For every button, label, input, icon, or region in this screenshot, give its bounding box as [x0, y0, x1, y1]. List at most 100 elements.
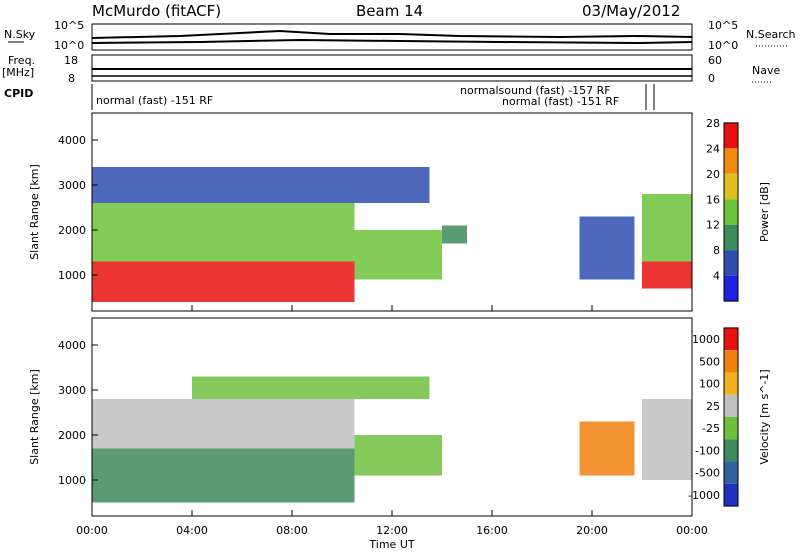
nsky-tick-low: 10^0	[54, 39, 84, 52]
vel-colorbar-tick-0: 1000	[692, 333, 720, 346]
power-region-7	[642, 194, 692, 262]
nave-tick-high: 60	[708, 54, 722, 67]
vel-colorbar-swatch-2	[724, 372, 738, 395]
cpid-entry-1: normal (fast) -151 RF	[96, 94, 213, 107]
vel-colorbar-swatch-5	[724, 439, 738, 462]
velocity-ylabel: Slant Range [km]	[28, 369, 41, 465]
cpid-entry-2: normalsound (fast) -157 RF	[460, 84, 611, 97]
power-colorbar: 4 8 12 16 20 24 28	[706, 117, 739, 302]
vel-colorbar-swatch-3	[724, 394, 738, 417]
power-region-6	[642, 261, 692, 289]
vel-region-0	[92, 448, 355, 503]
power-region-3	[354, 230, 442, 280]
vel-colorbar-tick-7: -1000	[688, 489, 720, 502]
velocity-colorbar-label: Velocity [m s^-1]	[758, 369, 771, 464]
power-colorbar-swatch-6	[724, 275, 738, 302]
x-axis-label: Time UT	[368, 538, 414, 551]
vel-colorbar-swatch-1	[724, 350, 738, 373]
xtick-label-2: 08:00	[276, 524, 308, 537]
xtick-label-1: 04:00	[176, 524, 208, 537]
nsearch-tick-high: 10^5	[708, 19, 738, 32]
noise-panel: N.Sky 10^5 10^0 10^5 10^0 N.Search	[4, 19, 796, 52]
power-colorbar-swatch-3	[724, 199, 738, 225]
vel-ytick-label-1: 2000	[58, 429, 86, 442]
velocity-heatmap	[92, 376, 692, 503]
power-colorbar-tick-4: 20	[706, 168, 720, 181]
vel-colorbar-tick-4: -25	[702, 422, 720, 435]
vel-ytick-label-2: 3000	[58, 384, 86, 397]
vel-colorbar-tick-5: -100	[695, 444, 720, 457]
beam-title: Beam 14	[356, 2, 423, 20]
freq-unit: [MHz]	[2, 66, 34, 79]
vel-ytick-label-3: 4000	[58, 339, 86, 352]
power-colorbar-label: Power [dB]	[758, 182, 771, 242]
power-region-0	[92, 261, 355, 302]
xtick-label-4: 16:00	[476, 524, 508, 537]
vel-colorbar-tick-2: 100	[699, 378, 720, 391]
power-heatmap	[92, 167, 692, 302]
vel-region-1	[92, 399, 355, 449]
power-colorbar-tick-3: 16	[706, 193, 720, 206]
power-region-2	[92, 167, 430, 203]
vel-region-3	[354, 435, 442, 476]
vel-colorbar-swatch-6	[724, 461, 738, 484]
velocity-panel: 1000 2000 3000 4000 Slant Range [km] 1000 50…	[28, 317, 771, 517]
station-title: McMurdo (fitACF)	[92, 2, 221, 20]
power-colorbar-swatch-0	[724, 122, 738, 149]
power-ytick-label-0: 1000	[58, 269, 86, 282]
nsearch-tick-low: 10^0	[708, 39, 738, 52]
nsky-tick-high: 10^5	[54, 19, 84, 32]
cpid-label: CPID	[4, 87, 33, 100]
freq-tick-low: 8	[68, 72, 75, 85]
velocity-y-ticks: 1000 2000 3000 4000	[58, 339, 98, 487]
vel-colorbar-swatch-0	[724, 327, 738, 351]
vel-colorbar-tick-1: 500	[699, 355, 720, 368]
power-colorbar-tick-1: 8	[713, 244, 720, 257]
power-colorbar-tick-0: 4	[713, 270, 720, 283]
power-ylabel: Slant Range [km]	[28, 164, 41, 260]
freq-panel: Freq. [MHz] 18 8 60 0 Nave	[2, 54, 780, 85]
freq-label: Freq.	[8, 54, 35, 67]
cpid-panel: CPID normal (fast) -151 RF normalsound (…	[4, 84, 655, 110]
power-region-1	[92, 203, 355, 262]
power-ytick-label-3: 4000	[58, 134, 86, 147]
power-ytick-label-2: 3000	[58, 179, 86, 192]
power-colorbar-tick-6: 28	[706, 117, 720, 130]
nsky-label: N.Sky	[4, 28, 36, 41]
vel-region-4	[579, 421, 635, 476]
power-colorbar-tick-5: 24	[706, 142, 720, 155]
xtick-label-6: 00:00	[676, 524, 708, 537]
power-colorbar-swatch-2	[724, 173, 738, 200]
x-axis-ticks: 00:00 04:00 08:00 12:00 16:00 20:00 00:00	[76, 305, 708, 537]
vel-region-5	[642, 399, 692, 480]
vel-colorbar-swatch-7	[724, 483, 738, 507]
vel-ytick-label-0: 1000	[58, 474, 86, 487]
velocity-colorbar: 1000 500 100 25 -25 -100 -500 -1000	[688, 327, 739, 507]
power-colorbar-swatch-5	[724, 250, 738, 276]
vel-colorbar-swatch-4	[724, 417, 738, 440]
nsearch-label: N.Search	[746, 28, 796, 41]
power-colorbar-frame	[723, 122, 739, 302]
xtick-label-0: 00:00	[76, 524, 108, 537]
power-colorbar-tick-2: 12	[706, 219, 720, 232]
power-ytick-label-1: 2000	[58, 224, 86, 237]
freq-tick-high: 18	[64, 54, 78, 67]
nsearch-trace	[91, 38, 693, 45]
xtick-label-5: 20:00	[576, 524, 608, 537]
power-region-4	[442, 225, 467, 244]
cpid-entry-3: normal (fast) -151 RF	[502, 95, 619, 108]
vel-colorbar-tick-6: -500	[695, 467, 720, 480]
power-region-5	[579, 216, 635, 280]
xtick-label-3: 12:00	[376, 524, 408, 537]
nsky-trace	[91, 29, 693, 39]
power-panel: 1000 2000 3000 4000 Slant Range [km] 4 8 12 16…	[28, 112, 771, 312]
date-title: 03/May/2012	[582, 2, 680, 20]
vel-colorbar-tick-3: 25	[706, 400, 720, 413]
power-colorbar-swatch-1	[724, 148, 738, 174]
vel-colorbar-frame	[723, 327, 739, 507]
power-colorbar-swatch-4	[724, 224, 738, 251]
nave-tick-low: 0	[708, 72, 715, 85]
power-y-ticks: 1000 2000 3000 4000	[58, 134, 98, 282]
